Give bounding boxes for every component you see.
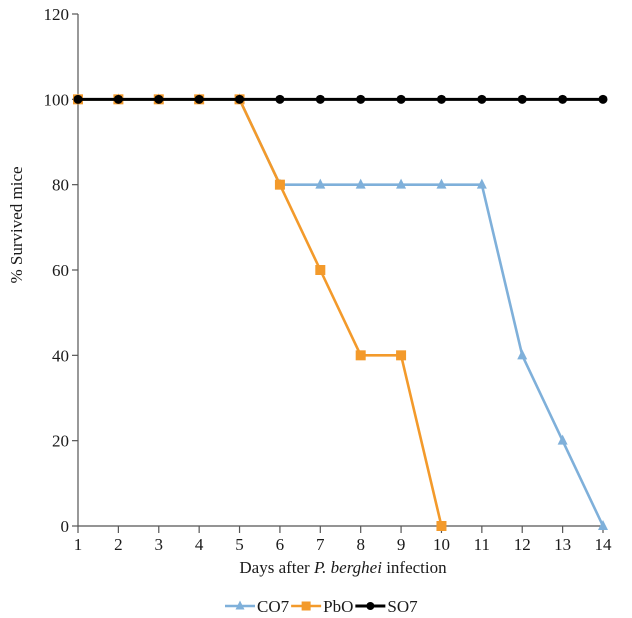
data-point-pbo: [436, 521, 447, 531]
x-tick-label: 10: [433, 535, 450, 554]
legend-swatch-marker-so7: [366, 602, 375, 610]
data-point-pbo: [315, 265, 326, 275]
series-layer: [73, 93, 608, 531]
y-tick-label: 20: [52, 432, 69, 451]
series-so7: [73, 94, 608, 104]
y-axis-title: % Survived mice: [7, 166, 26, 283]
data-point-co7: [557, 434, 568, 445]
x-tick-label: 13: [554, 535, 571, 554]
legend-swatch-marker-pbo: [301, 601, 311, 611]
data-point-so7: [275, 94, 285, 104]
data-point-pbo: [396, 350, 407, 361]
x-tick-label: 4: [195, 535, 204, 554]
x-axis-title-prefix: Days after: [239, 558, 314, 577]
y-tick-label: 100: [44, 90, 70, 109]
data-point-so7: [598, 94, 608, 104]
legend: CO7 PbO SO7: [225, 597, 418, 616]
series-line-pbo: [78, 98, 443, 527]
x-tick-label: 8: [356, 535, 365, 554]
legend-item-pbo: PbO: [291, 597, 353, 616]
y-tick-label: 60: [52, 261, 69, 280]
data-point-co7: [396, 178, 407, 189]
data-point-co7: [355, 178, 366, 189]
x-tick-label: 7: [316, 535, 325, 554]
legend-label-so7: SO7: [387, 597, 418, 616]
legend-item-so7: SO7: [355, 597, 418, 616]
y-tick-label: 120: [44, 5, 70, 24]
x-tick-label: 3: [155, 535, 164, 554]
legend-label-pbo: PbO: [323, 597, 353, 616]
y-tick-label: 40: [52, 346, 69, 365]
x-tick-label: 2: [114, 535, 123, 554]
data-point-so7: [517, 94, 527, 104]
legend-item-co7: CO7: [225, 597, 290, 616]
data-point-co7: [517, 349, 528, 360]
x-axis-title-suffix: infection: [382, 558, 447, 577]
data-point-so7: [194, 94, 204, 104]
data-point-so7: [477, 94, 487, 104]
data-point-so7: [154, 94, 164, 104]
y-tick-label: 80: [52, 176, 69, 195]
data-point-so7: [436, 94, 446, 104]
data-point-so7: [235, 94, 245, 104]
x-tick-label: 5: [235, 535, 244, 554]
data-point-so7: [113, 94, 123, 104]
x-tick-label: 1: [74, 535, 83, 554]
legend-label-co7: CO7: [257, 597, 290, 616]
data-point-co7: [598, 520, 608, 530]
x-axis-title-italic: P. berghei: [313, 558, 382, 577]
series-pbo: [73, 94, 447, 531]
data-point-so7: [558, 94, 568, 104]
x-tick-label: 12: [514, 535, 531, 554]
x-axis-title: Days after P. berghei infection: [239, 558, 447, 577]
data-point-so7: [396, 94, 406, 104]
y-tick-label: 0: [61, 517, 70, 536]
legend-swatch-marker-co7: [235, 600, 245, 610]
x-tick-label: 11: [474, 535, 490, 554]
data-point-pbo: [274, 179, 285, 190]
x-tick-label: 14: [595, 535, 613, 554]
data-point-pbo: [355, 350, 366, 361]
data-point-so7: [73, 94, 83, 104]
data-point-co7: [315, 178, 326, 189]
x-tick-label: 9: [397, 535, 406, 554]
data-point-so7: [356, 94, 366, 104]
x-tick-label: 6: [276, 535, 285, 554]
data-point-so7: [315, 94, 325, 104]
data-point-co7: [476, 178, 487, 189]
data-point-co7: [436, 178, 447, 189]
